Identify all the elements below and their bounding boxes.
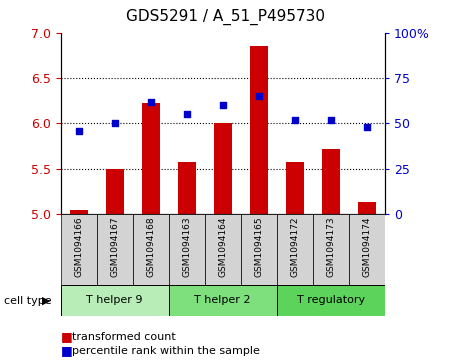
Bar — [214, 123, 232, 214]
Text: GSM1094165: GSM1094165 — [254, 216, 263, 277]
Bar — [169, 214, 205, 285]
Text: T helper 9: T helper 9 — [86, 295, 143, 305]
Text: GSM1094174: GSM1094174 — [362, 216, 371, 277]
Text: ■: ■ — [61, 330, 72, 343]
Point — [291, 117, 298, 123]
Text: GDS5291 / A_51_P495730: GDS5291 / A_51_P495730 — [126, 9, 324, 25]
Bar — [97, 214, 133, 285]
Text: GSM1094168: GSM1094168 — [146, 216, 155, 277]
Bar — [61, 285, 169, 316]
Point — [183, 111, 190, 117]
Point — [219, 102, 226, 108]
Text: GSM1094167: GSM1094167 — [110, 216, 119, 277]
Bar — [313, 214, 349, 285]
Text: GSM1094166: GSM1094166 — [74, 216, 83, 277]
Text: GSM1094172: GSM1094172 — [290, 216, 299, 277]
Point — [111, 121, 118, 126]
Bar — [241, 214, 277, 285]
Point — [255, 93, 262, 99]
Text: GSM1094173: GSM1094173 — [326, 216, 335, 277]
Text: percentile rank within the sample: percentile rank within the sample — [72, 346, 260, 356]
Bar — [70, 210, 88, 214]
Bar — [322, 149, 340, 214]
Text: ▶: ▶ — [42, 295, 51, 306]
Bar — [277, 285, 385, 316]
Bar — [178, 163, 196, 214]
Bar — [358, 203, 376, 214]
Text: T regulatory: T regulatory — [297, 295, 365, 305]
Bar — [169, 285, 277, 316]
Text: T helper 2: T helper 2 — [194, 295, 251, 305]
Text: GSM1094164: GSM1094164 — [218, 216, 227, 277]
Text: transformed count: transformed count — [72, 331, 176, 342]
Point — [147, 99, 154, 105]
Bar — [286, 163, 304, 214]
Bar — [106, 169, 124, 214]
Bar — [250, 46, 268, 214]
Text: ■: ■ — [61, 344, 72, 358]
Point — [327, 117, 334, 123]
Bar — [133, 214, 169, 285]
Bar — [61, 214, 97, 285]
Bar — [205, 214, 241, 285]
Bar — [142, 103, 160, 214]
Bar — [349, 214, 385, 285]
Point — [75, 128, 82, 134]
Text: GSM1094163: GSM1094163 — [182, 216, 191, 277]
Text: cell type: cell type — [4, 295, 52, 306]
Bar — [277, 214, 313, 285]
Point — [363, 124, 370, 130]
